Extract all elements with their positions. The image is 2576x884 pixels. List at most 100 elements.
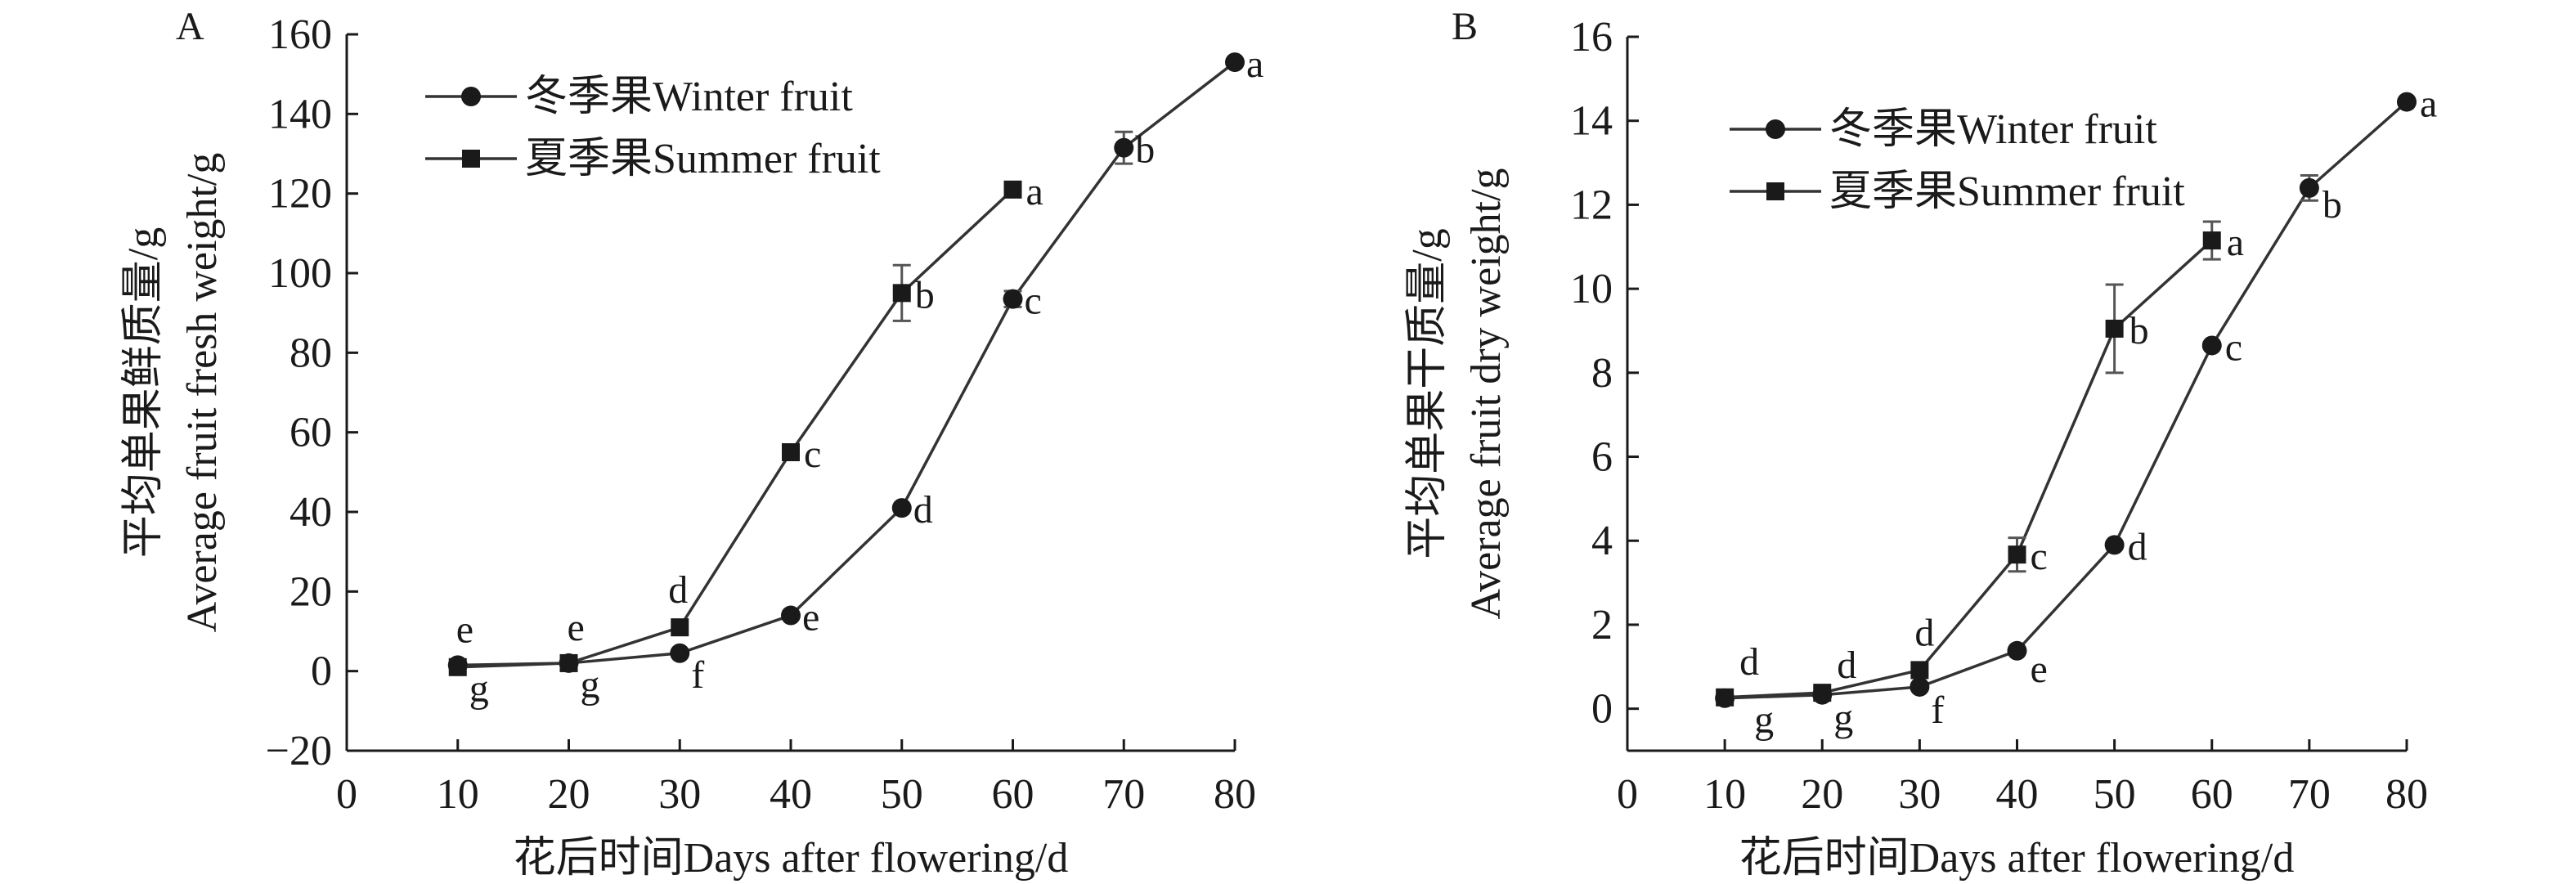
data-point-circle [1114,137,1134,158]
significance-letter: e [802,596,819,639]
legend-marker-square [462,150,480,168]
x-tick-label: 0 [1617,771,1638,818]
y-tick-label: 14 [1570,98,1613,145]
data-point-square [448,657,467,676]
x-tick-label: 10 [1703,771,1746,818]
significance-letter: d [913,488,933,532]
series-line [1725,101,2408,700]
panel-label: A [176,5,204,48]
x-tick-label: 20 [548,771,590,818]
y-tick-label: 6 [1591,434,1613,481]
significance-letter: e [2031,648,2048,691]
significance-letter: b [2322,183,2342,227]
significance-letter: e [568,606,585,649]
x-tick-label: 30 [1898,771,1941,818]
y-tick-label: 0 [1591,686,1613,733]
legend-marker-square [1766,182,1784,200]
x-tick-label: 40 [1996,771,2039,818]
significance-letter: b [915,273,935,316]
x-tick-label: 20 [1801,771,1843,818]
data-point-circle [2397,92,2417,112]
legend-label: 夏季果Summer fruit [1829,168,2185,215]
data-point-circle [2007,640,2027,661]
legend-label: 夏季果Summer fruit [525,136,881,182]
significance-letter: c [2225,325,2242,369]
y-axis-title-en: Average fruit dry weight/g [1463,168,1510,619]
series-line [1725,239,2213,699]
y-tick-label: 60 [289,410,332,456]
data-point-square [1910,661,1929,680]
data-point-square [1003,180,1022,199]
significance-letter: f [691,653,704,697]
y-tick-label: 160 [268,11,332,58]
legend-marker-circle [461,87,481,106]
significance-letter: g [581,663,600,707]
x-tick-label: 50 [2094,771,2136,818]
significance-letter: c [1025,280,1042,323]
data-point-square [892,284,911,303]
x-tick-label: 0 [336,771,357,818]
x-tick-label: 70 [2288,771,2331,818]
y-tick-label: −20 [266,728,332,774]
data-point-square [1813,684,1832,702]
series-summer-fruit [1716,220,2221,707]
series-line [457,188,1014,669]
data-point-circle [891,498,912,518]
significance-letter: g [469,667,489,711]
significance-letter: g [1833,697,1853,740]
data-point-circle [1003,289,1023,309]
legend-label: 冬季果Winter fruit [525,74,853,120]
significance-letter: b [1135,128,1155,172]
x-tick-label: 10 [437,771,479,818]
x-axis-title: 花后时间Days after flowering/d [514,835,1069,882]
y-tick-label: 10 [1570,266,1613,312]
y-tick-label: 2 [1591,602,1613,648]
significance-letter: a [2227,221,2244,264]
significance-letter: a [2420,83,2437,126]
data-point-square [2008,545,2026,564]
significance-letter: c [804,433,821,476]
x-tick-label: 80 [2385,771,2428,818]
chart-panel-b: B 0 2 4 6 8 10 12 14 16 0 10 20 30 40 50 60 70 80 花后时间Days … [1404,5,2437,882]
data-point-square [1716,688,1735,707]
y-tick-label: 20 [289,568,332,615]
data-point-circle [1910,676,1930,697]
data-point-circle [2104,535,2125,555]
data-point-circle [1225,52,1245,73]
significance-letter: f [1931,689,1944,732]
data-point-square [671,618,689,637]
y-tick-label: 16 [1570,14,1613,61]
data-point-circle [2299,177,2319,198]
data-point-circle [781,605,801,626]
y-tick-label: 40 [289,489,332,536]
y-tick-label: 140 [268,91,332,137]
series-summer-fruit [448,180,1022,676]
y-tick-label: 80 [289,330,332,376]
y-axis-title-cn: 平均单果鲜质量/g [120,227,167,558]
legend-marker-circle [1766,119,1785,139]
series-line [457,61,1236,667]
significance-letter: d [1914,611,1934,654]
data-point-square [2202,231,2221,250]
y-axis-title-en: Average fruit fresh weight/g [179,153,226,633]
y-tick-label: 100 [268,250,332,297]
y-tick-label: 8 [1591,350,1613,397]
significance-letter: a [1246,43,1263,86]
data-point-square [559,653,578,672]
x-tick-label: 40 [770,771,812,818]
data-point-circle [670,643,690,663]
significance-letter: b [2129,309,2149,352]
significance-letter: d [1739,640,1759,684]
y-axis-title-cn: 平均单果干质量/g [1404,228,1451,559]
legend-label: 冬季果Winter fruit [1829,106,2157,153]
x-tick-label: 70 [1102,771,1145,818]
significance-letter: d [2128,525,2147,568]
data-point-circle [2201,335,2222,356]
y-tick-label: 12 [1570,182,1613,228]
significance-letter: a [1026,170,1043,213]
x-tick-label: 60 [992,771,1034,818]
significance-letter: g [1754,698,1774,742]
x-tick-label: 30 [658,771,701,818]
